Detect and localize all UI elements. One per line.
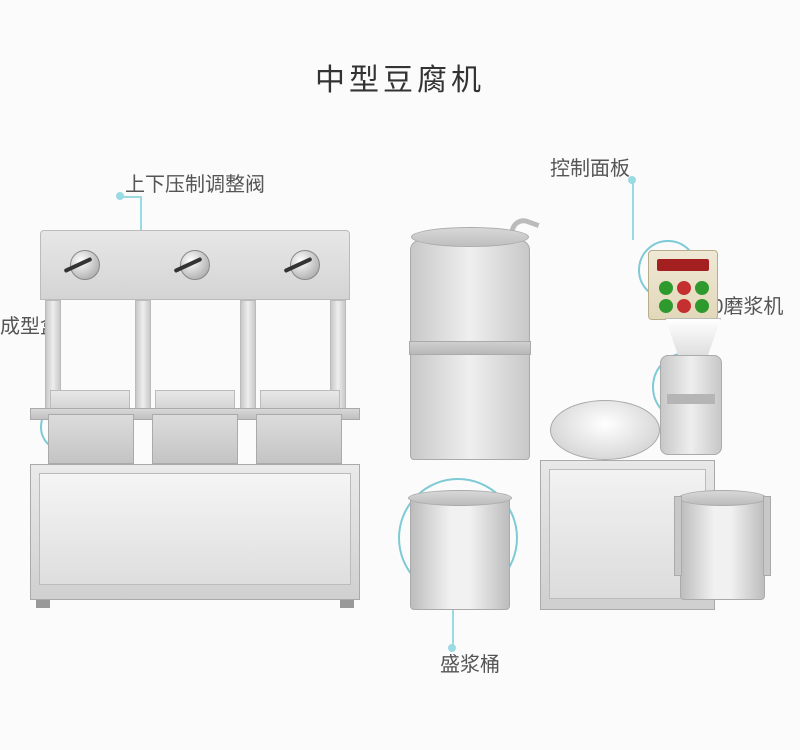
press-valve-knob: [180, 250, 210, 280]
press-valve-knob: [290, 250, 320, 280]
bucket-body: [680, 500, 765, 600]
mixing-tub: [550, 400, 660, 460]
press-mold-box: [152, 414, 238, 464]
grinder-150: [660, 355, 722, 455]
control-panel: [648, 250, 718, 320]
bucket-rim: [408, 490, 512, 506]
panel-button-red: [677, 281, 691, 295]
label-control-panel: 控制面板: [550, 152, 630, 181]
press-machine: [30, 230, 360, 600]
callout-dot: [448, 644, 456, 652]
callout-dot: [116, 192, 124, 200]
press-leg: [36, 600, 50, 608]
press-column: [240, 300, 256, 410]
panel-button-green: [695, 281, 709, 295]
panel-button-green: [695, 299, 709, 313]
panel-button-red: [677, 299, 691, 313]
panel-button-green: [659, 281, 673, 295]
cooking-cylinder: [410, 240, 530, 460]
press-cabinet: [30, 464, 360, 600]
panel-button-green: [659, 299, 673, 313]
press-leg: [340, 600, 354, 608]
callout-dot: [628, 176, 636, 184]
label-slurry-bucket: 盛浆桶: [440, 648, 500, 677]
press-valve-knob: [70, 250, 100, 280]
press-column: [135, 300, 151, 410]
page-title: 中型豆腐机: [315, 55, 485, 99]
grinding-cooking-unit: [390, 200, 770, 620]
bucket-rim: [678, 490, 767, 506]
press-mold-box: [48, 414, 134, 464]
label-valve: 上下压制调整阀: [125, 168, 265, 197]
slurry-bucket: [410, 490, 510, 610]
press-mold-box: [256, 414, 342, 464]
bucket-body: [410, 500, 510, 610]
panel-display: [657, 259, 709, 271]
bucket-handle: [763, 496, 771, 576]
steel-bucket: [680, 490, 765, 600]
grinder-hopper: [665, 318, 721, 358]
bucket-handle: [674, 496, 682, 576]
